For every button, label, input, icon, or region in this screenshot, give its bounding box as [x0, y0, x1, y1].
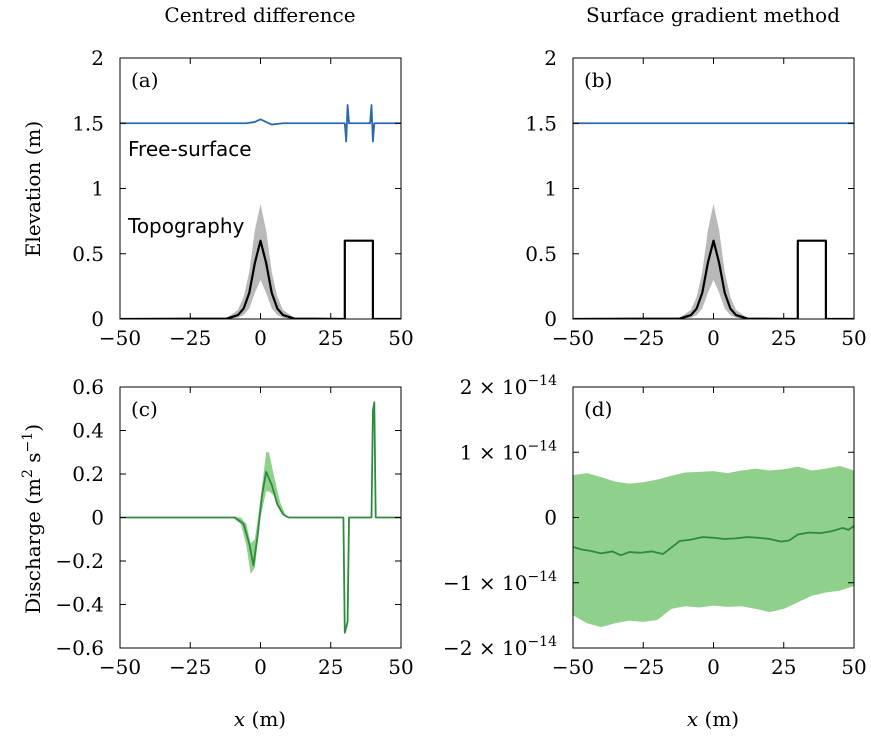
x-tick-label: −50 — [99, 655, 141, 679]
y-tick-label: 1.5 — [525, 111, 557, 135]
x-tick-label: 0 — [707, 655, 720, 679]
xlabel-right: x (m) — [687, 707, 739, 731]
x-tick-label: 50 — [841, 326, 866, 350]
y-tick-label: −1 × 10−14 — [443, 569, 557, 595]
discharge-band-area — [573, 465, 854, 628]
x-tick-label: 0 — [254, 655, 267, 679]
discharge-band-area — [232, 452, 292, 575]
x-tick-label: −50 — [552, 655, 594, 679]
panels: −50 −25 0 25 50 0 0.5 1 1.5 2 (a) Free-surface Topog… — [55, 46, 866, 679]
panel-label: (d) — [584, 397, 612, 421]
annotation-free-surface: Free-surface — [128, 137, 252, 161]
plot-area — [120, 104, 401, 319]
panel-label: (c) — [131, 397, 158, 421]
x-tick-label: −50 — [552, 326, 594, 350]
panel-label: (b) — [584, 68, 612, 92]
plot-area — [120, 401, 401, 634]
x-tick-label: −25 — [622, 326, 664, 350]
topography-band-area — [226, 204, 295, 319]
panel-label: (a) — [131, 68, 159, 92]
panel-a: −50 −25 0 25 50 0 0.5 1 1.5 2 (a) Free-surface Topog… — [72, 46, 414, 350]
x-tick-label: 0 — [254, 326, 267, 350]
panel-d: −50 −25 0 25 50 −2 × 10−14 −1 × 10−14 0 1 × 10−1… — [443, 373, 867, 679]
free-surface-line — [120, 104, 401, 143]
y-tick-label: 0.6 — [72, 375, 104, 399]
y-tick-label: 0.2 — [72, 462, 104, 486]
annotation-topography: Topography — [127, 214, 245, 238]
x-tick-label: 50 — [841, 655, 866, 679]
discharge-line — [120, 401, 401, 634]
y-tick-label: 0.5 — [72, 242, 104, 266]
topography-band-area — [679, 204, 748, 319]
y-tick-label: 0 — [544, 506, 557, 530]
panel-c: −50 −25 0 25 50 −0.6 −0.4 −0.2 0 0.2 0.4 0.6 (c) — [55, 375, 413, 679]
x-tick-label: −25 — [622, 655, 664, 679]
y-tick-label: 2 — [91, 46, 104, 70]
y-tick-label: −0.4 — [55, 593, 104, 617]
x-tick-label: −25 — [169, 326, 211, 350]
y-tick-label: 0.5 — [525, 242, 557, 266]
y-tick-label: 2 × 10−14 — [460, 373, 557, 399]
y-tick-label: 0 — [544, 307, 557, 331]
panel-b: −50 −25 0 25 50 0 0.5 1 1.5 2 (b) — [525, 46, 867, 350]
y-tick-label: 1 — [91, 177, 104, 201]
x-tick-label: 25 — [318, 326, 343, 350]
y-tick-label: 1 × 10−14 — [460, 438, 557, 464]
x-tick-label: 25 — [318, 655, 343, 679]
y-tick-label: 0.4 — [72, 419, 104, 443]
y-tick-label: −2 × 10−14 — [443, 634, 557, 660]
y-tick-label: 0 — [91, 506, 104, 530]
x-tick-label: −50 — [99, 326, 141, 350]
x-tick-label: 50 — [388, 326, 413, 350]
ylabel-elevation: Elevation (m) — [21, 121, 45, 257]
y-tick-label: 1 — [544, 177, 557, 201]
topography-line — [573, 239, 854, 319]
y-tick-label: 2 — [544, 46, 557, 70]
topography-line — [120, 239, 401, 319]
title-centred-difference: Centred difference — [164, 3, 355, 27]
x-tick-label: 50 — [388, 655, 413, 679]
x-tick-label: −25 — [169, 655, 211, 679]
y-tick-label: 1.5 — [72, 111, 104, 135]
plot-area — [573, 465, 854, 628]
plot-area — [573, 122, 854, 319]
y-tick-label: −0.2 — [55, 549, 104, 573]
x-tick-label: 25 — [771, 655, 796, 679]
title-surface-gradient: Surface gradient method — [586, 3, 840, 27]
discharge-line — [573, 525, 854, 557]
x-tick-label: 0 — [707, 326, 720, 350]
y-tick-label: −0.6 — [55, 636, 104, 660]
y-tick-label: 0 — [91, 307, 104, 331]
x-tick-label: 25 — [771, 326, 796, 350]
ylabel-discharge: Discharge (m2 s−1) — [20, 424, 45, 614]
xlabel-left: x (m) — [234, 707, 286, 731]
